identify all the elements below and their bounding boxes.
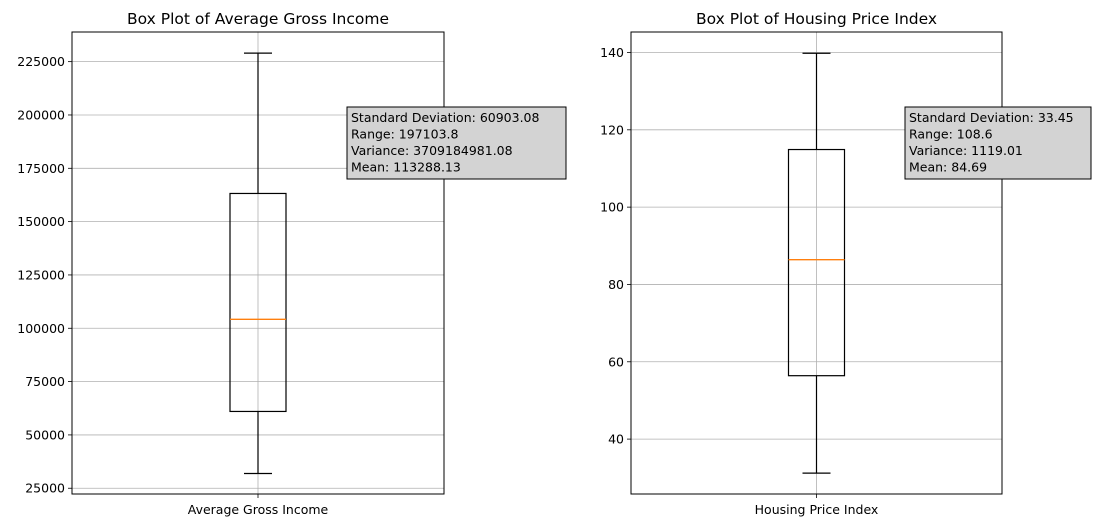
y-tick-label: 125000 xyxy=(17,267,65,282)
stats-box xyxy=(346,106,567,180)
stats-line: Standard Deviation: 60903.08 xyxy=(351,110,540,125)
chart-panel-1: 25000 50000 75000 100000 125000 150000 175000 2… xyxy=(17,10,567,517)
stats-line: Range: 197103.8 xyxy=(351,127,458,142)
y-tick-label: 80 xyxy=(608,277,624,292)
y-tick-label: 50000 xyxy=(25,427,65,442)
stats-line: Mean: 84.69 xyxy=(909,160,987,175)
y-tick-label: 25000 xyxy=(25,481,65,496)
y-tick-label: 75000 xyxy=(25,374,65,389)
y-tick-label: 140 xyxy=(600,45,624,60)
x-tick-label: Average Gross Income xyxy=(188,502,329,517)
y-tick-label: 100000 xyxy=(17,321,65,336)
y-tick-label: 200000 xyxy=(17,107,65,122)
y-tick-label: 60 xyxy=(608,354,624,369)
stats-annotation: Standard Deviation: 60903.08 Range: 19710… xyxy=(346,106,567,180)
y-tick-label: 120 xyxy=(600,122,624,137)
y-tick-label: 150000 xyxy=(17,214,65,229)
y-tick-label: 175000 xyxy=(17,161,65,176)
stats-line: Mean: 113288.13 xyxy=(351,160,461,175)
iqr-box xyxy=(229,192,287,413)
y-tick-label: 100 xyxy=(600,200,624,215)
stats-line: Variance: 3709184981.08 xyxy=(351,143,513,158)
chart-title: Box Plot of Average Gross Income xyxy=(127,10,389,28)
chart-title: Box Plot of Housing Price Index xyxy=(696,10,937,28)
stats-line: Range: 108.6 xyxy=(909,127,993,142)
stats-line: Variance: 1119.01 xyxy=(909,143,1023,158)
stats-box xyxy=(904,106,1092,180)
y-tick-label: 40 xyxy=(608,432,624,447)
y-tick-label: 225000 xyxy=(17,54,65,69)
iqr-box xyxy=(787,148,846,377)
stats-line: Standard Deviation: 33.45 xyxy=(909,110,1074,125)
chart-panel-2: 40 60 80 100 120 140 Housing Price Index Box Pl… xyxy=(600,10,1092,517)
stats-annotation: Standard Deviation: 33.45 Range: 108.6Var… xyxy=(904,106,1092,180)
x-tick-label: Housing Price Index xyxy=(755,502,879,517)
